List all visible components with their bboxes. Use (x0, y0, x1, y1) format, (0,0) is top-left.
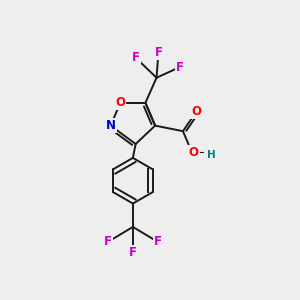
Text: O: O (188, 146, 198, 159)
Text: H: H (207, 150, 216, 160)
Text: F: F (154, 236, 162, 248)
Text: F: F (104, 236, 112, 248)
Text: O: O (116, 96, 125, 109)
Text: F: F (129, 246, 137, 259)
Text: F: F (154, 46, 163, 59)
Text: F: F (176, 61, 184, 74)
Text: O: O (191, 105, 201, 118)
Text: F: F (132, 51, 140, 64)
Text: N: N (106, 119, 116, 132)
